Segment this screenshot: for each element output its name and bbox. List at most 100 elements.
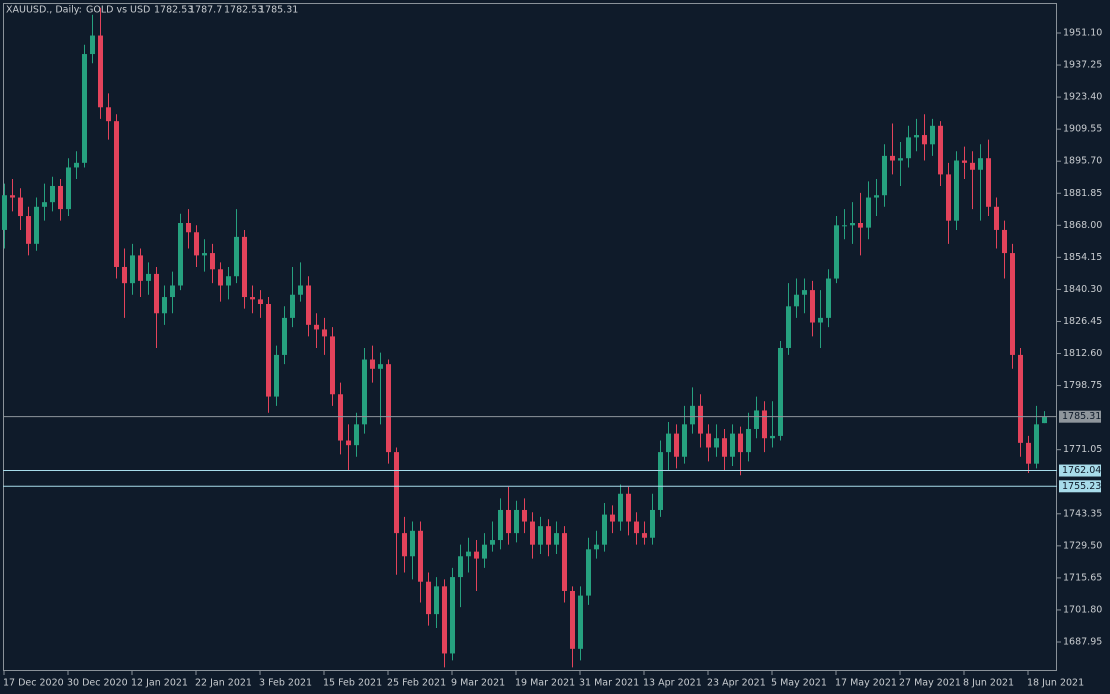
- candle-body: [482, 544, 487, 559]
- x-tick-label: 13 Apr 2021: [643, 678, 702, 689]
- candle-body: [234, 236, 239, 277]
- y-tick-label: 1771.05: [1063, 444, 1102, 455]
- candle-body: [970, 162, 975, 170]
- candle-body: [554, 533, 559, 545]
- candle-body: [794, 294, 799, 307]
- candle-body: [434, 586, 439, 615]
- candle-body: [1002, 229, 1007, 254]
- candle-body: [450, 577, 455, 654]
- candle-body: [954, 160, 959, 221]
- candle-body: [362, 359, 367, 425]
- candle-body: [442, 586, 447, 654]
- candle-body: [354, 424, 359, 446]
- candle-body: [778, 347, 783, 436]
- candle-body: [122, 266, 127, 284]
- candle-body: [858, 222, 863, 228]
- candle-body: [674, 433, 679, 457]
- candle-body: [762, 410, 767, 439]
- level-box: [1059, 480, 1101, 493]
- candle-body: [810, 290, 815, 323]
- x-tick-label: 19 Mar 2021: [515, 678, 575, 689]
- last-close: 1785.31: [259, 5, 298, 16]
- candle-body: [562, 533, 567, 591]
- y-tick-label: 1868.00: [1063, 220, 1102, 231]
- candle-body: [930, 125, 935, 145]
- candle-body: [714, 438, 719, 448]
- candle-body: [626, 493, 631, 522]
- candle-body: [426, 581, 431, 615]
- candle-body: [74, 162, 79, 168]
- candle-body: [474, 551, 479, 559]
- candle-body: [242, 236, 247, 298]
- candle-body: [314, 324, 319, 330]
- header: XAUUSD., Daily: GOLD vs USD 1782.53 1787…: [6, 5, 298, 16]
- candle-body: [490, 540, 495, 545]
- candle-body: [522, 509, 527, 522]
- candle-body: [786, 306, 791, 348]
- candle-body: [706, 433, 711, 448]
- candle-body: [82, 54, 87, 163]
- current-price-box: [1059, 410, 1101, 423]
- level-label: 1762.04: [1062, 465, 1101, 476]
- candle-body: [282, 317, 287, 355]
- candle-body: [690, 405, 695, 425]
- candle-body: [602, 514, 607, 545]
- x-tick-label: 15 Feb 2021: [323, 678, 382, 689]
- candle-body: [298, 285, 303, 295]
- candle-body: [114, 121, 119, 267]
- y-tick-label: 1729.50: [1063, 540, 1102, 551]
- level-label: 1755.23: [1062, 481, 1101, 492]
- candle-body: [898, 158, 903, 161]
- candle-body: [618, 493, 623, 522]
- candle-body: [226, 276, 231, 286]
- candle-body: [458, 556, 463, 578]
- y-tick-label: 1743.35: [1063, 508, 1102, 519]
- candle-body: [746, 428, 751, 453]
- x-tick-label: 22 Jan 2021: [195, 678, 252, 689]
- x-tick-label: 18 Jun 2021: [1027, 678, 1084, 689]
- candle-body: [770, 435, 775, 439]
- y-tick-label: 1909.55: [1063, 124, 1102, 135]
- plot-frame: [3, 3, 1057, 671]
- candle-body: [666, 433, 671, 453]
- y-tick-label: 1701.80: [1063, 604, 1102, 615]
- candle-body: [530, 521, 535, 545]
- y-tick-label: 1840.30: [1063, 284, 1102, 295]
- candle-body: [2, 195, 7, 230]
- candle-body: [738, 433, 743, 453]
- x-tick-label: 31 Mar 2021: [579, 678, 639, 689]
- candle-body: [834, 225, 839, 279]
- candle-body: [218, 269, 223, 286]
- symbol: XAUUSD., Daily:: [6, 5, 82, 16]
- y-tick-label: 1812.60: [1063, 348, 1102, 359]
- candle-body: [1042, 416, 1047, 424]
- candle-body: [162, 297, 167, 314]
- candle-body: [962, 160, 967, 163]
- candle-body: [250, 297, 255, 300]
- candle-body: [946, 174, 951, 221]
- candle-body: [722, 438, 727, 457]
- candle-body: [186, 222, 191, 233]
- candle-body: [266, 303, 271, 397]
- candle-body: [642, 533, 647, 538]
- candle-body: [106, 107, 111, 122]
- candle-body: [578, 595, 583, 649]
- y-tick-label: 1798.75: [1063, 380, 1102, 391]
- candle-body: [274, 354, 279, 397]
- candle-body: [586, 549, 591, 596]
- x-tick-label: 17 Dec 2020: [3, 678, 64, 689]
- y-tick-label: 1826.45: [1063, 316, 1102, 327]
- candle-body: [194, 232, 199, 256]
- candle-body: [210, 253, 215, 270]
- candle-body: [290, 294, 295, 318]
- candle-body: [98, 35, 103, 108]
- x-tick-label: 30 Dec 2020: [67, 678, 128, 689]
- candle-body: [514, 509, 519, 534]
- candle-body: [346, 440, 351, 446]
- candle-body: [698, 405, 703, 434]
- y-tick-label: 1895.70: [1063, 156, 1102, 167]
- x-tick-label: 23 Apr 2021: [707, 678, 766, 689]
- candle-body: [1026, 442, 1031, 464]
